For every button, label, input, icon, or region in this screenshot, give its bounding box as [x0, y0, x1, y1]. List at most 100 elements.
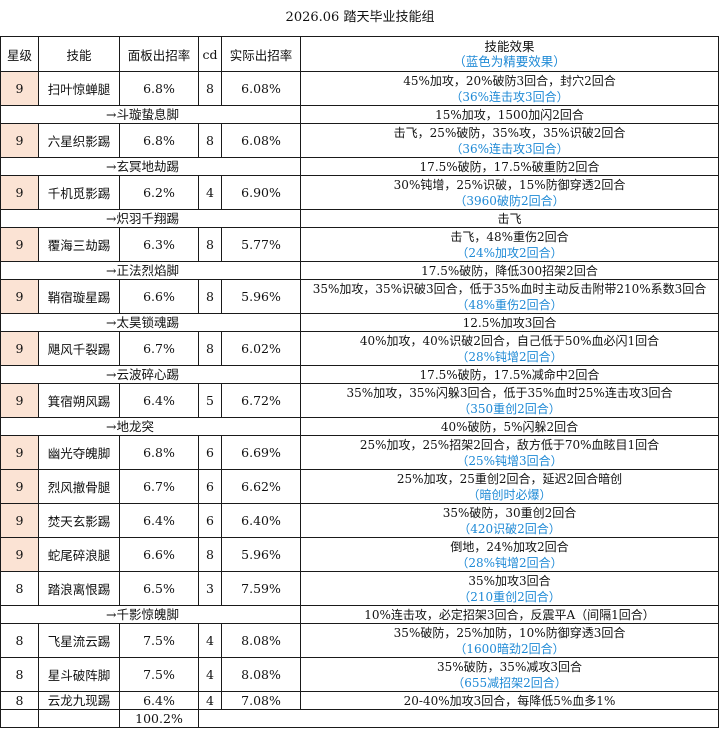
cd-cell: 4	[198, 691, 222, 710]
effect-key-text: （48%重伤2回合）	[456, 297, 563, 312]
follow-up-effect: 17.5%破防，17.5%减命中2回合	[300, 365, 719, 384]
effect-text: 45%加攻，20%破防3回合，封穴2回合	[403, 73, 616, 88]
cd-cell: 4	[198, 657, 222, 692]
panel-rate-cell: 6.7%	[119, 469, 199, 504]
actual-rate-cell: 6.72%	[221, 383, 301, 418]
skill-row: 8 飞星流云踢 7.5% 4 8.08% 35%破防，25%加防，10%防御穿透3回合 （1…	[0, 623, 719, 658]
panel-rate-cell: 6.6%	[119, 279, 199, 314]
skill-name-cell: 飞星流云踢	[38, 623, 120, 658]
skill-row: 9 鞘宿璇星踢 6.6% 8 5.96% 35%加攻，35%识破3回合，低于35%血时主动…	[0, 279, 719, 314]
follow-up-row: →太昊锁魂踢 12.5%加攻3回合	[0, 313, 719, 332]
effect-text: 35%加攻3回合	[468, 573, 551, 588]
follow-up-effect: 15%加攻，1500加闪2回合	[300, 105, 719, 124]
follow-up-skill-name: →玄冥地劫踢	[0, 157, 301, 176]
effect-key-text: （24%加攻2回合）	[456, 245, 563, 260]
panel-rate-cell: 6.4%	[119, 383, 199, 418]
star-cell: 9	[0, 537, 39, 572]
cd-cell: 8	[198, 71, 222, 106]
panel-rate-cell: 7.5%	[119, 623, 199, 658]
effect-cell: 25%加攻，25重创2回合，延迟2回合暗创 （暗创时必爆）	[300, 469, 719, 504]
star-cell: 9	[0, 469, 39, 504]
effect-cell: 35%破防，30重创2回合 （420识破2回合）	[300, 503, 719, 538]
effect-cell: 45%加攻，20%破防3回合，封穴2回合 （36%连击攻3回合）	[300, 71, 719, 106]
total-empty-star	[0, 709, 39, 728]
effect-cell: 倒地，24%加攻2回合 （28%钝增2回合）	[300, 537, 719, 572]
skill-row: 8 踏浪离恨踢 6.5% 3 7.59% 35%加攻3回合 （210重创2回合）	[0, 571, 719, 606]
effect-text: 25%加攻，25重创2回合，延迟2回合暗创	[396, 471, 623, 486]
follow-up-row: →玄冥地劫踢 17.5%破防，17.5%破重防2回合	[0, 157, 719, 176]
follow-up-row: →地龙突 40%破防，5%闪躲2回合	[0, 417, 719, 436]
cd-cell: 8	[198, 279, 222, 314]
effect-key-text: （25%钝增3回合）	[456, 453, 563, 468]
effect-cell: 35%破防，35%减攻3回合 （655减招架2回合）	[300, 657, 719, 692]
header-star: 星级	[0, 36, 39, 72]
follow-up-skill-name: →地龙突	[0, 417, 301, 436]
star-cell: 9	[0, 331, 39, 366]
effect-key-text: （暗创时必爆）	[467, 487, 552, 502]
follow-up-effect: 17.5%破防，降低300招架2回合	[300, 261, 719, 280]
skill-row: 9 千机觅影踢 6.2% 4 6.90% 30%钝增，25%识破，15%防御穿透2回合 （3…	[0, 175, 719, 210]
actual-rate-cell: 8.08%	[221, 623, 301, 658]
skill-row: 9 箕宿朔风踢 6.4% 5 6.72% 35%加攻，35%闪躲3回合，低于35%血时25…	[0, 383, 719, 418]
follow-up-effect: 12.5%加攻3回合	[300, 313, 719, 332]
header-actual-rate: 实际出招率	[221, 36, 301, 72]
skill-name-cell: 六星织影踢	[38, 123, 120, 158]
panel-rate-cell: 6.4%	[119, 503, 199, 538]
cd-cell: 6	[198, 503, 222, 538]
effect-key-text: （28%钝增2回合）	[456, 349, 563, 364]
cd-cell: 6	[198, 469, 222, 504]
cd-cell: 6	[198, 435, 222, 470]
skill-row: 8 云龙九现踢 6.4% 4 7.08% 20-40%加攻3回合，每降低5%血多1%	[0, 691, 719, 710]
header-effect-label: 技能效果	[484, 39, 535, 54]
cd-cell: 8	[198, 537, 222, 572]
sheet-title: 2026.06 踏天毕业技能组	[285, 10, 435, 25]
effect-key-text: （36%连击攻3回合）	[450, 141, 569, 156]
panel-rate-cell: 6.2%	[119, 175, 199, 210]
skill-row: 9 六星织影踢 6.8% 8 6.08% 击飞，25%破防，35%攻，35%识破2回合 （3…	[0, 123, 719, 158]
skill-name-cell: 飓风千裂踢	[38, 331, 120, 366]
skill-name-cell: 烈风撤骨腿	[38, 469, 120, 504]
header-effect-note: （蓝色为精要效果）	[453, 54, 566, 69]
panel-rate-cell: 6.8%	[119, 435, 199, 470]
effect-cell: 击飞，25%破防，35%攻，35%识破2回合 （36%连击攻3回合）	[300, 123, 719, 158]
skill-table-body: 星级 技能 面板出招率 cd 实际出招率 技能效果 （蓝色为精要效果） 9 扫叶惊…	[0, 36, 719, 728]
panel-rate-cell: 6.8%	[119, 123, 199, 158]
effect-cell: 35%加攻3回合 （210重创2回合）	[300, 571, 719, 606]
effect-text: 35%破防，35%减攻3回合	[437, 659, 582, 674]
header-panel-rate: 面板出招率	[119, 36, 199, 72]
actual-rate-cell: 5.96%	[221, 279, 301, 314]
panel-rate-cell: 7.5%	[119, 657, 199, 692]
follow-up-effect: 击飞	[300, 209, 719, 228]
skill-row: 9 幽光夺魄脚 6.8% 6 6.69% 25%加攻，25%招架2回合，敌方低于70%血眩…	[0, 435, 719, 470]
total-empty-rest	[198, 709, 719, 728]
effect-cell: 35%破防，25%加防，10%防御穿透3回合 （1600暗劲2回合）	[300, 623, 719, 658]
cd-cell: 4	[198, 623, 222, 658]
actual-rate-cell: 6.69%	[221, 435, 301, 470]
panel-rate-cell: 6.8%	[119, 71, 199, 106]
cd-cell: 3	[198, 571, 222, 606]
effect-text: 25%加攻，25%招架2回合，敌方低于70%血眩目1回合	[359, 437, 660, 452]
skill-table: 星级 技能 面板出招率 cd 实际出招率 技能效果 （蓝色为精要效果） 9 扫叶惊…	[0, 36, 719, 728]
follow-up-row: →云波碎心踢 17.5%破防，17.5%减命中2回合	[0, 365, 719, 384]
panel-rate-cell: 6.7%	[119, 331, 199, 366]
skill-name-cell: 箕宿朔风踢	[38, 383, 120, 418]
follow-up-row: →炽羽千翔踢 击飞	[0, 209, 719, 228]
effect-text: 20-40%加攻3回合，每降低5%血多1%	[403, 693, 616, 708]
panel-rate-cell: 6.4%	[119, 691, 199, 710]
skill-row: 9 覆海三劫踢 6.3% 8 5.77% 击飞，48%重伤2回合 （24%加攻2回合）	[0, 227, 719, 262]
effect-text: 35%破防，25%加防，10%防御穿透3回合	[393, 625, 626, 640]
actual-rate-cell: 8.08%	[221, 657, 301, 692]
follow-up-skill-name: →炽羽千翔踢	[0, 209, 301, 228]
effect-text: 35%破防，30重创2回合	[442, 505, 577, 520]
effect-cell: 35%加攻，35%闪躲3回合，低于35%血时25%连击攻3回合 （350重创2回合…	[300, 383, 719, 418]
star-cell: 9	[0, 71, 39, 106]
skill-row: 9 蛇尾碎浪腿 6.6% 8 5.96% 倒地，24%加攻2回合 （28%钝增2回合）	[0, 537, 719, 572]
actual-rate-cell: 6.02%	[221, 331, 301, 366]
effect-key-text: （350重创2回合）	[458, 401, 561, 416]
actual-rate-cell: 7.08%	[221, 691, 301, 710]
cd-cell: 8	[198, 331, 222, 366]
cd-cell: 8	[198, 123, 222, 158]
effect-key-text: （1600暗劲2回合）	[454, 641, 565, 656]
star-cell: 8	[0, 657, 39, 692]
skill-name-cell: 千机觅影踢	[38, 175, 120, 210]
